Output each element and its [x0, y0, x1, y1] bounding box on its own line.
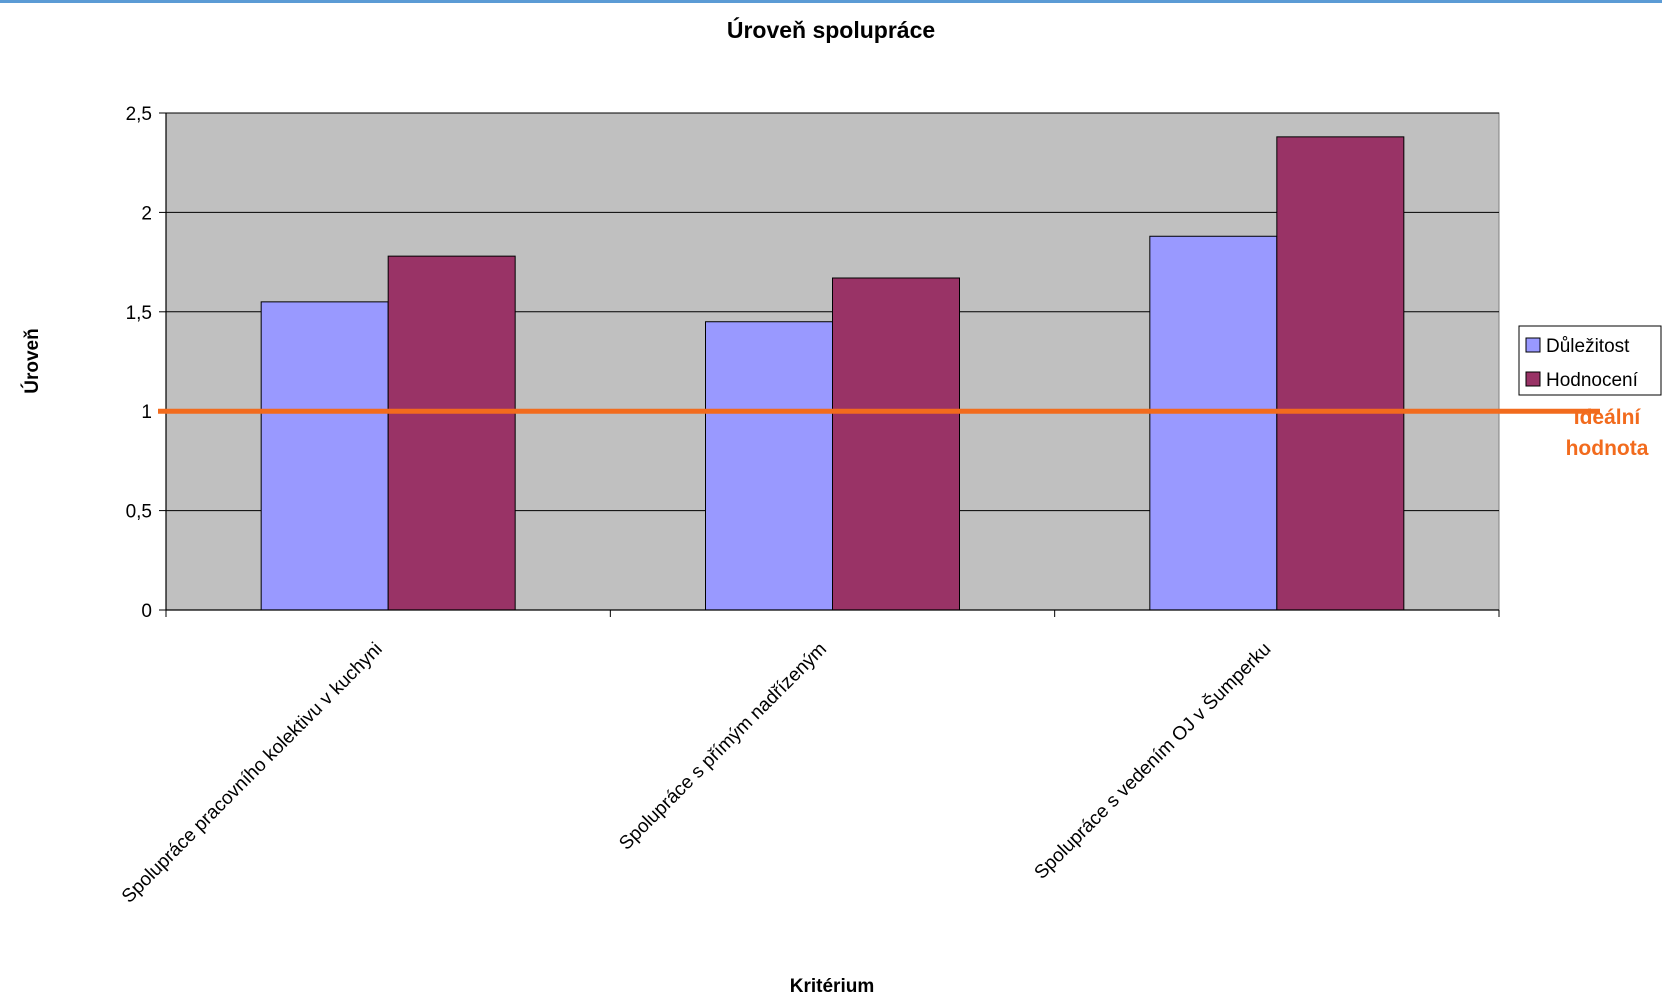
y-tick-label: 0,5: [126, 502, 152, 523]
y-tick-label: 2: [141, 203, 152, 224]
x-axis-title: Kritérium: [790, 976, 874, 994]
category-label: Spolupráce s přímým nadřízeným: [615, 639, 831, 855]
bar: [260, 301, 389, 611]
legend-swatch-hodnoceni: [1525, 371, 1541, 387]
chart-title: Úroveň spolupráce: [727, 16, 935, 43]
bars: [260, 136, 1405, 611]
y-axis-title: Úroveň: [21, 328, 43, 393]
legend-box: [1518, 325, 1662, 396]
category-labels: Spolupráce pracovního kolektivu v kuchyn…: [118, 638, 1275, 907]
ideal-value-label-line2: hodnota: [1566, 437, 1649, 460]
top-rule: [0, 0, 1662, 3]
bar: [1276, 136, 1405, 611]
bar: [705, 321, 833, 611]
y-tick-label: 0: [141, 601, 152, 622]
y-tick-labels: 0 0,5 1 1,5 2 2,5: [126, 104, 152, 622]
legend-swatch-dulezitost: [1525, 337, 1541, 353]
bar: [832, 277, 960, 611]
bar: [1149, 235, 1278, 611]
y-tick-label: 2,5: [126, 104, 152, 125]
category-label: Spolupráce pracovního kolektivu v kuchyn…: [118, 639, 387, 908]
legend: Důležitost Hodnocení: [1518, 325, 1662, 396]
y-tick-label: 1,5: [126, 303, 152, 324]
bar: [387, 255, 516, 611]
y-tick-label: 1: [141, 402, 152, 423]
legend-label-hodnoceni: Hodnocení: [1546, 370, 1639, 391]
ideal-value-label-line1: Ideální: [1574, 406, 1642, 429]
category-label: Spolupráce s vedením OJ v Šumperku: [1030, 638, 1276, 884]
legend-label-dulezitost: Důležitost: [1546, 336, 1630, 357]
